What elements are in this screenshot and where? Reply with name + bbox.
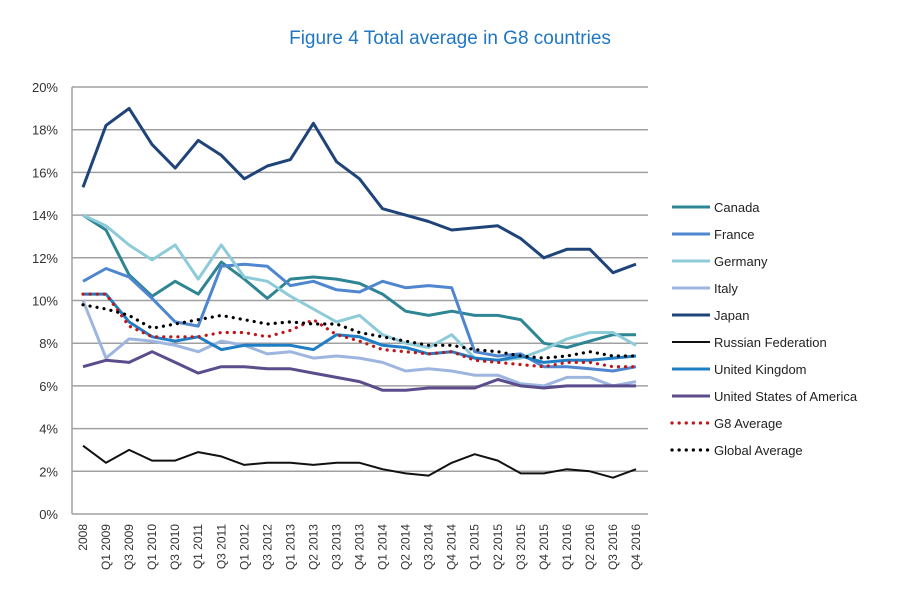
x-tick-label: Q4 2014	[445, 524, 459, 570]
legend-label: United Kingdom	[714, 362, 807, 377]
series-canada	[82, 213, 636, 349]
series-russian-federation	[82, 444, 637, 479]
legend-label: France	[714, 227, 754, 242]
series-g8-average	[81, 292, 638, 369]
x-tick-label: Q1 2010	[145, 524, 159, 570]
series-united-kingdom	[83, 292, 637, 364]
x-tick-label: Q1 2013	[283, 524, 297, 570]
x-tick-label: Q3 2011	[214, 524, 228, 569]
x-axis: 2008 Q1 2009 Q3 2009 Q1 2010 Q3 2010 Q1 2011 Q…	[76, 524, 643, 570]
x-tick-label: Q4 2016	[629, 524, 643, 570]
y-tick-label: 10%	[32, 294, 58, 309]
y-tick-label: 4%	[39, 422, 58, 437]
series-global-average	[81, 303, 638, 360]
y-tick-label: 12%	[32, 251, 58, 266]
series-lines	[81, 106, 638, 479]
x-tick-label: Q1 2009	[99, 524, 113, 570]
legend-label: Italy	[714, 281, 738, 296]
y-tick-label: 20%	[32, 80, 58, 95]
x-tick-label: Q3 2009	[122, 524, 136, 570]
x-tick-label: Q2 2013	[306, 524, 320, 570]
x-tick-label: Q1 2014	[376, 524, 390, 570]
legend-label: Russian Federation	[714, 335, 827, 350]
x-tick-label: Q2 2015	[491, 524, 505, 570]
x-tick-label: Q4 2013	[353, 524, 367, 570]
y-tick-label: 8%	[39, 336, 58, 351]
x-tick-label: 2008	[76, 524, 90, 551]
x-tick-label: Q3 2013	[329, 524, 343, 570]
series-italy	[81, 299, 637, 388]
legend-label: Global Average	[714, 443, 803, 458]
y-tick-label: 6%	[39, 379, 58, 394]
x-tick-label: Q1 2016	[560, 524, 574, 570]
x-tick-label: Q1 2015	[468, 524, 482, 570]
chart-title: Figure 4 Total average in G8 countries	[289, 28, 611, 49]
legend-label: G8 Average	[714, 416, 782, 431]
x-tick-label: Q2 2016	[583, 524, 597, 570]
y-tick-label: 18%	[32, 123, 58, 138]
legend-label: Canada	[714, 200, 760, 215]
x-tick-label: Q4 2015	[537, 524, 551, 570]
x-tick-label: Q3 2014	[422, 524, 436, 570]
x-tick-label: Q3 2010	[168, 524, 182, 570]
x-tick-label: Q3 2012	[260, 524, 274, 570]
series-japan	[81, 106, 637, 275]
y-tick-label: 16%	[32, 165, 58, 180]
x-tick-label: Q1 2011	[191, 524, 205, 569]
legend-label: United States of America	[714, 389, 858, 404]
x-tick-label: Q1 2012	[237, 524, 251, 570]
legend-label: Germany	[714, 254, 768, 269]
series-france	[82, 262, 637, 373]
y-tick-label: 2%	[39, 464, 58, 479]
legend-label: Japan	[714, 308, 749, 323]
y-axis: 0% 2% 4% 6% 8% 10% 12% 14% 16% 18% 20%	[32, 80, 73, 522]
series-germany	[82, 213, 637, 362]
y-tick-label: 0%	[39, 507, 58, 522]
x-tick-label: Q3 2016	[606, 524, 620, 570]
series-united-states-of-america	[82, 350, 636, 392]
x-tick-label: Q3 2015	[514, 524, 528, 570]
x-tick-label: Q2 2014	[399, 524, 413, 570]
legend: Canada France Germany Italy Japan Russian Fed…	[670, 200, 858, 458]
y-tick-label: 14%	[32, 208, 58, 223]
